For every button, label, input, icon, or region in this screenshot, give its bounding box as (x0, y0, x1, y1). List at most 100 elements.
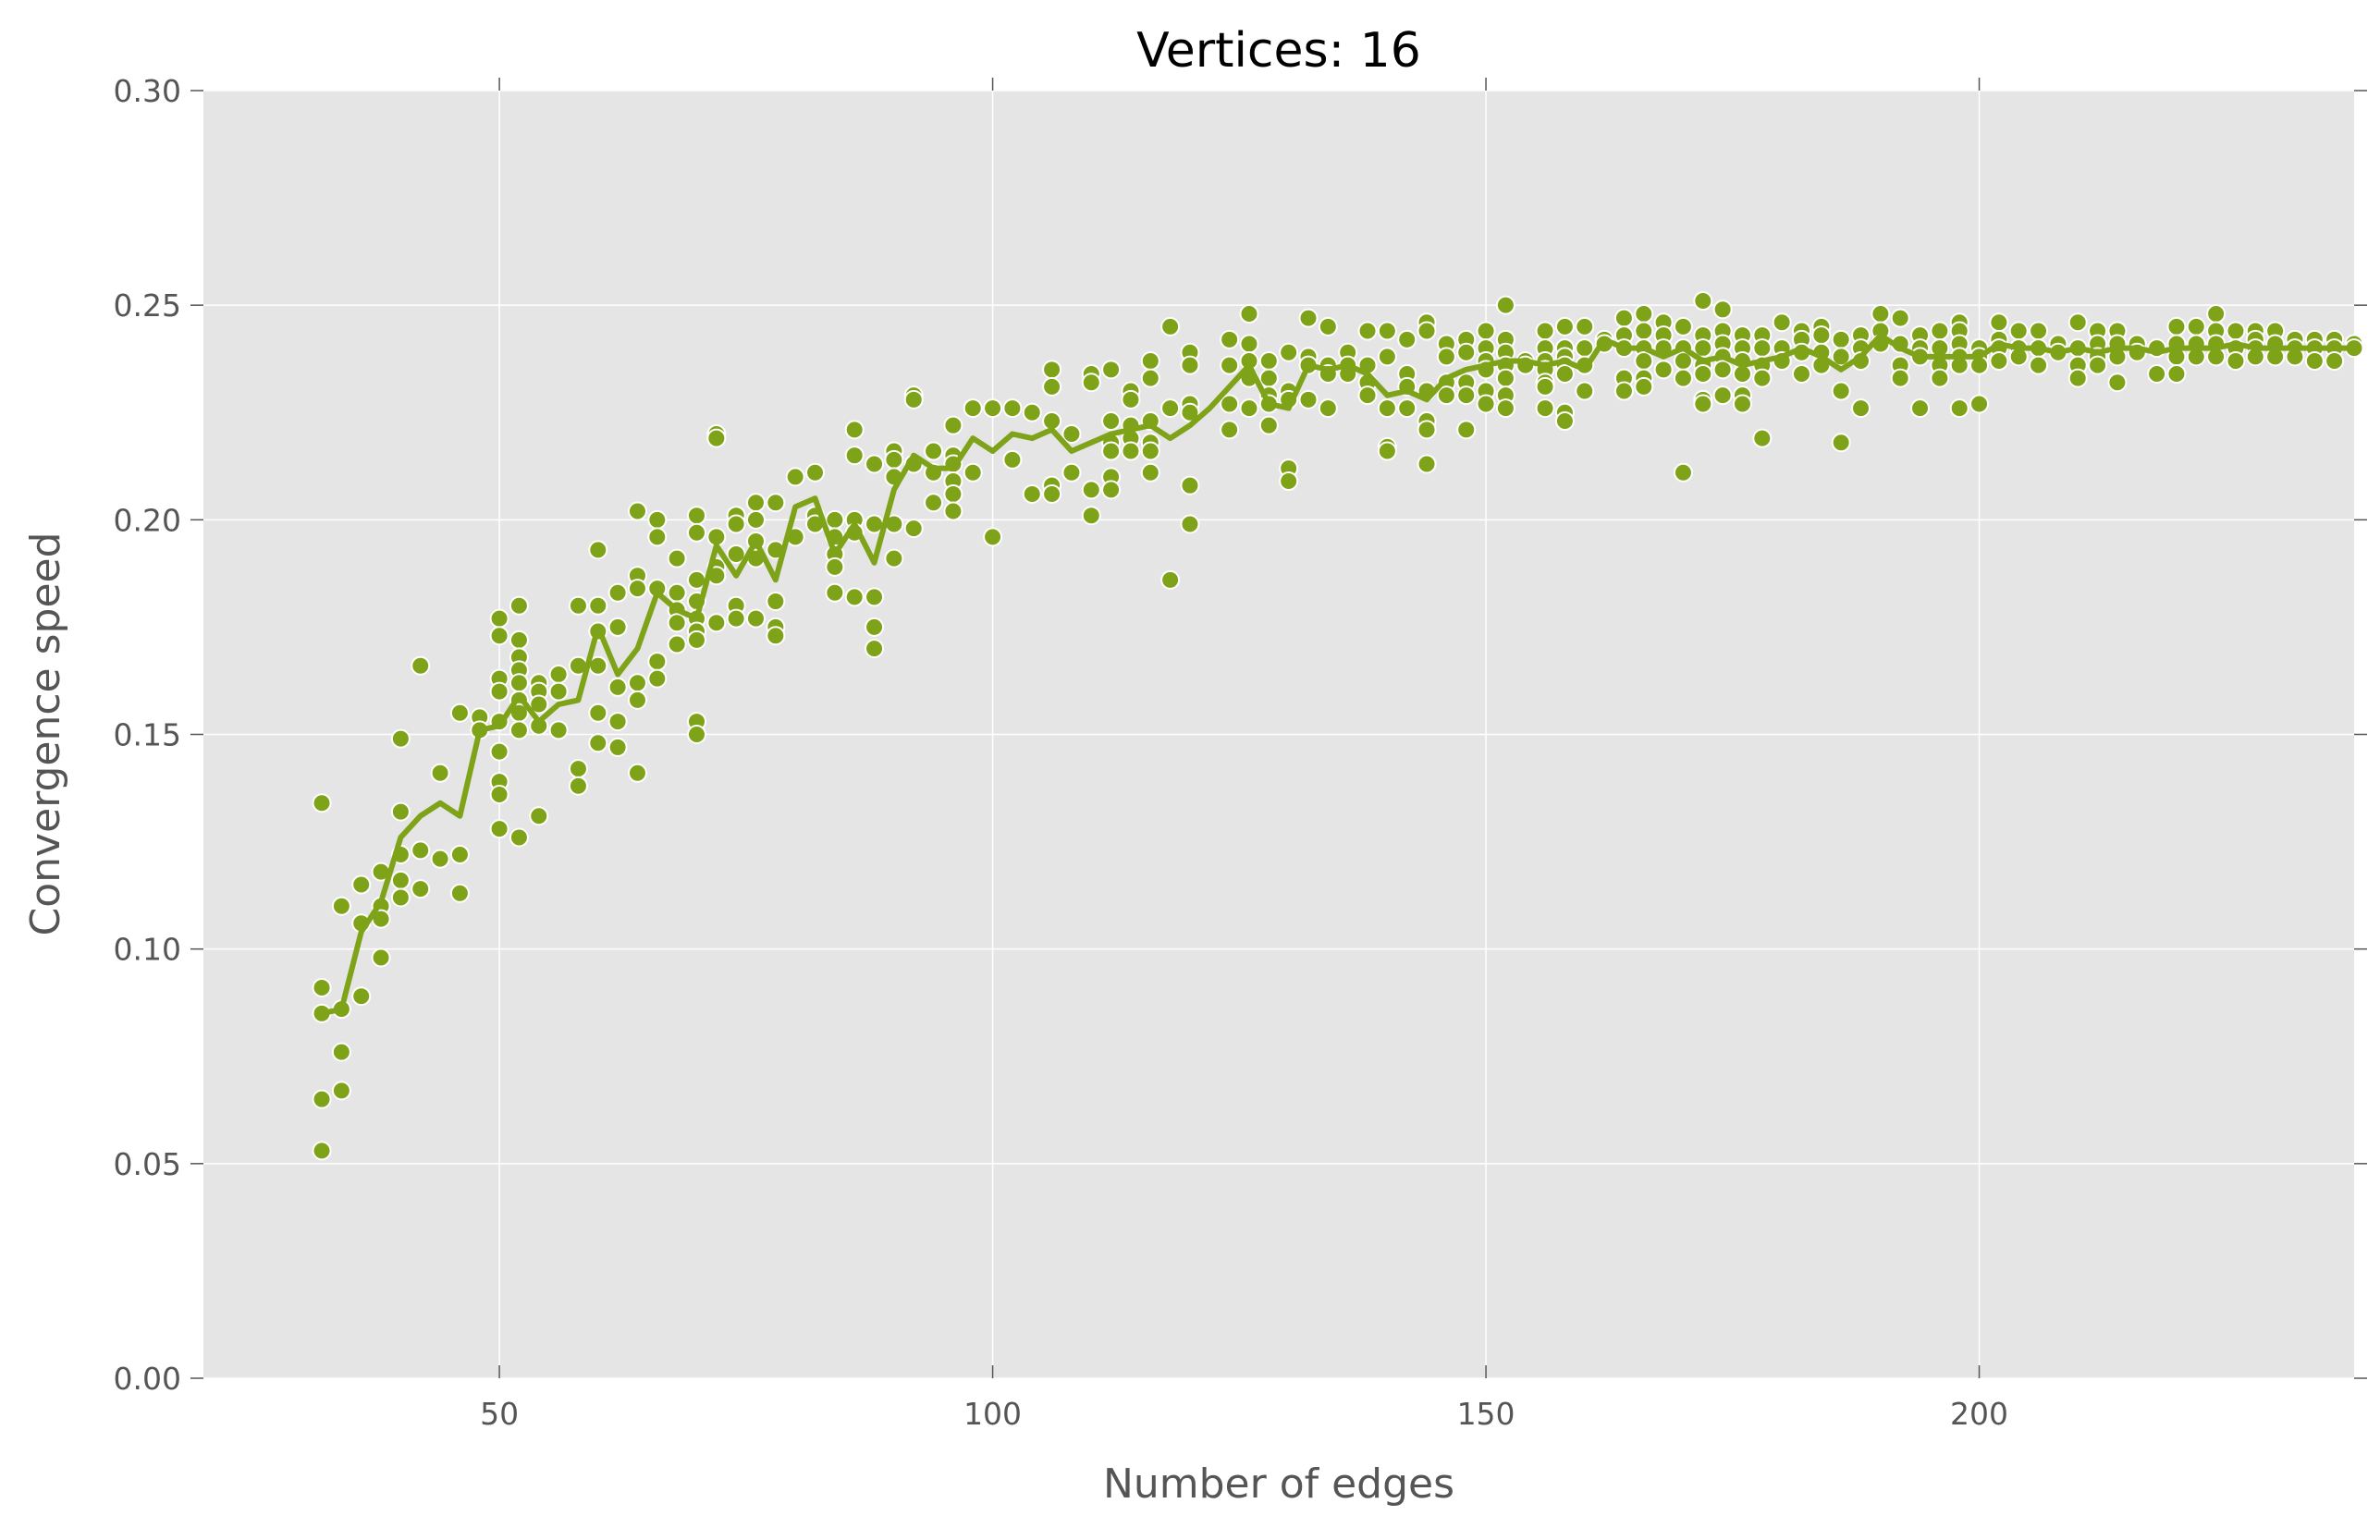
data-point (1732, 394, 1752, 414)
data-point (1180, 514, 1200, 534)
data-point (686, 629, 706, 650)
data-point (1930, 321, 1950, 341)
data-point (509, 720, 529, 740)
data-point (943, 483, 963, 504)
data-point (1279, 471, 1299, 492)
data-point (963, 462, 983, 483)
data-point (1397, 398, 1417, 419)
data-point (667, 613, 687, 633)
data-point (1910, 398, 1931, 419)
data-point (1890, 368, 1910, 388)
data-point (746, 608, 767, 629)
data-point (865, 617, 885, 637)
data-point (1140, 368, 1160, 388)
data-point (1140, 441, 1160, 461)
data-point (1673, 316, 1693, 336)
data-point (647, 527, 668, 547)
data-point (1377, 441, 1397, 461)
data-point (1220, 394, 1240, 414)
data-point (390, 870, 411, 890)
data-point (1357, 385, 1378, 406)
data-point (1575, 316, 1595, 336)
data-point (509, 827, 529, 848)
data-point (2067, 368, 2088, 388)
data-point (588, 703, 608, 723)
data-point (588, 733, 608, 753)
data-point (2206, 303, 2227, 324)
y-tick-label: 0.20 (114, 502, 181, 538)
data-point (2325, 351, 2345, 372)
data-point (1575, 381, 1595, 401)
data-point (489, 626, 509, 646)
data-point (1239, 334, 1259, 354)
x-tick-label: 100 (963, 1396, 1022, 1432)
data-point (1871, 303, 1891, 324)
data-point (844, 420, 865, 440)
data-point (548, 681, 569, 702)
data-point (667, 634, 687, 654)
data-point (1318, 316, 1338, 336)
data-point (746, 509, 767, 530)
data-point (1101, 411, 1122, 432)
data-point (1575, 338, 1595, 359)
data-point (351, 986, 372, 1007)
data-point (884, 449, 904, 470)
data-point (1022, 483, 1042, 504)
x-axis-label: Number of edges (1103, 1461, 1454, 1508)
data-point (983, 527, 1003, 547)
data-point (390, 801, 411, 822)
data-point (1002, 449, 1023, 470)
data-point (607, 712, 628, 732)
data-point (667, 582, 687, 603)
y-tick-label: 0.10 (114, 932, 181, 968)
data-point (943, 415, 963, 435)
data-point (647, 652, 668, 672)
data-point (1712, 385, 1733, 406)
data-point (766, 592, 786, 612)
data-point (568, 595, 588, 616)
data-point (1456, 385, 1477, 406)
data-point (667, 548, 687, 568)
data-point (568, 759, 588, 779)
data-point (1081, 506, 1101, 526)
data-point (627, 690, 647, 710)
data-point (1831, 329, 1851, 349)
data-point (411, 840, 431, 861)
data-point (1258, 368, 1279, 388)
data-point (1220, 329, 1240, 349)
data-point (1436, 347, 1456, 367)
data-point (449, 845, 470, 865)
data-point (1279, 342, 1299, 362)
data-point (1101, 360, 1122, 380)
data-point (1634, 351, 1654, 372)
data-point (1101, 441, 1122, 461)
data-point (903, 389, 924, 409)
data-point (489, 741, 509, 762)
data-point (2147, 363, 2167, 384)
data-point (627, 501, 647, 521)
data-point (607, 677, 628, 697)
data-point (1298, 308, 1319, 328)
data-point (312, 977, 332, 997)
data-point (1949, 398, 1969, 419)
data-point (1436, 385, 1456, 406)
data-point (607, 617, 628, 637)
chart-title: Vertices: 16 (1136, 23, 1421, 79)
data-point (884, 548, 904, 568)
data-point (2226, 321, 2246, 341)
data-point (529, 806, 549, 826)
data-point (489, 785, 509, 805)
data-point (1634, 321, 1654, 341)
data-point (1693, 291, 1713, 312)
data-point (1298, 389, 1319, 409)
x-tick-label: 200 (1950, 1396, 2008, 1432)
data-point (903, 519, 924, 539)
data-point (627, 763, 647, 783)
data-point (449, 883, 470, 903)
data-point (805, 462, 826, 483)
data-point (1042, 483, 1062, 504)
data-point (1613, 308, 1634, 328)
data-point (766, 626, 786, 646)
data-point (1554, 411, 1575, 432)
data-point (825, 509, 845, 530)
